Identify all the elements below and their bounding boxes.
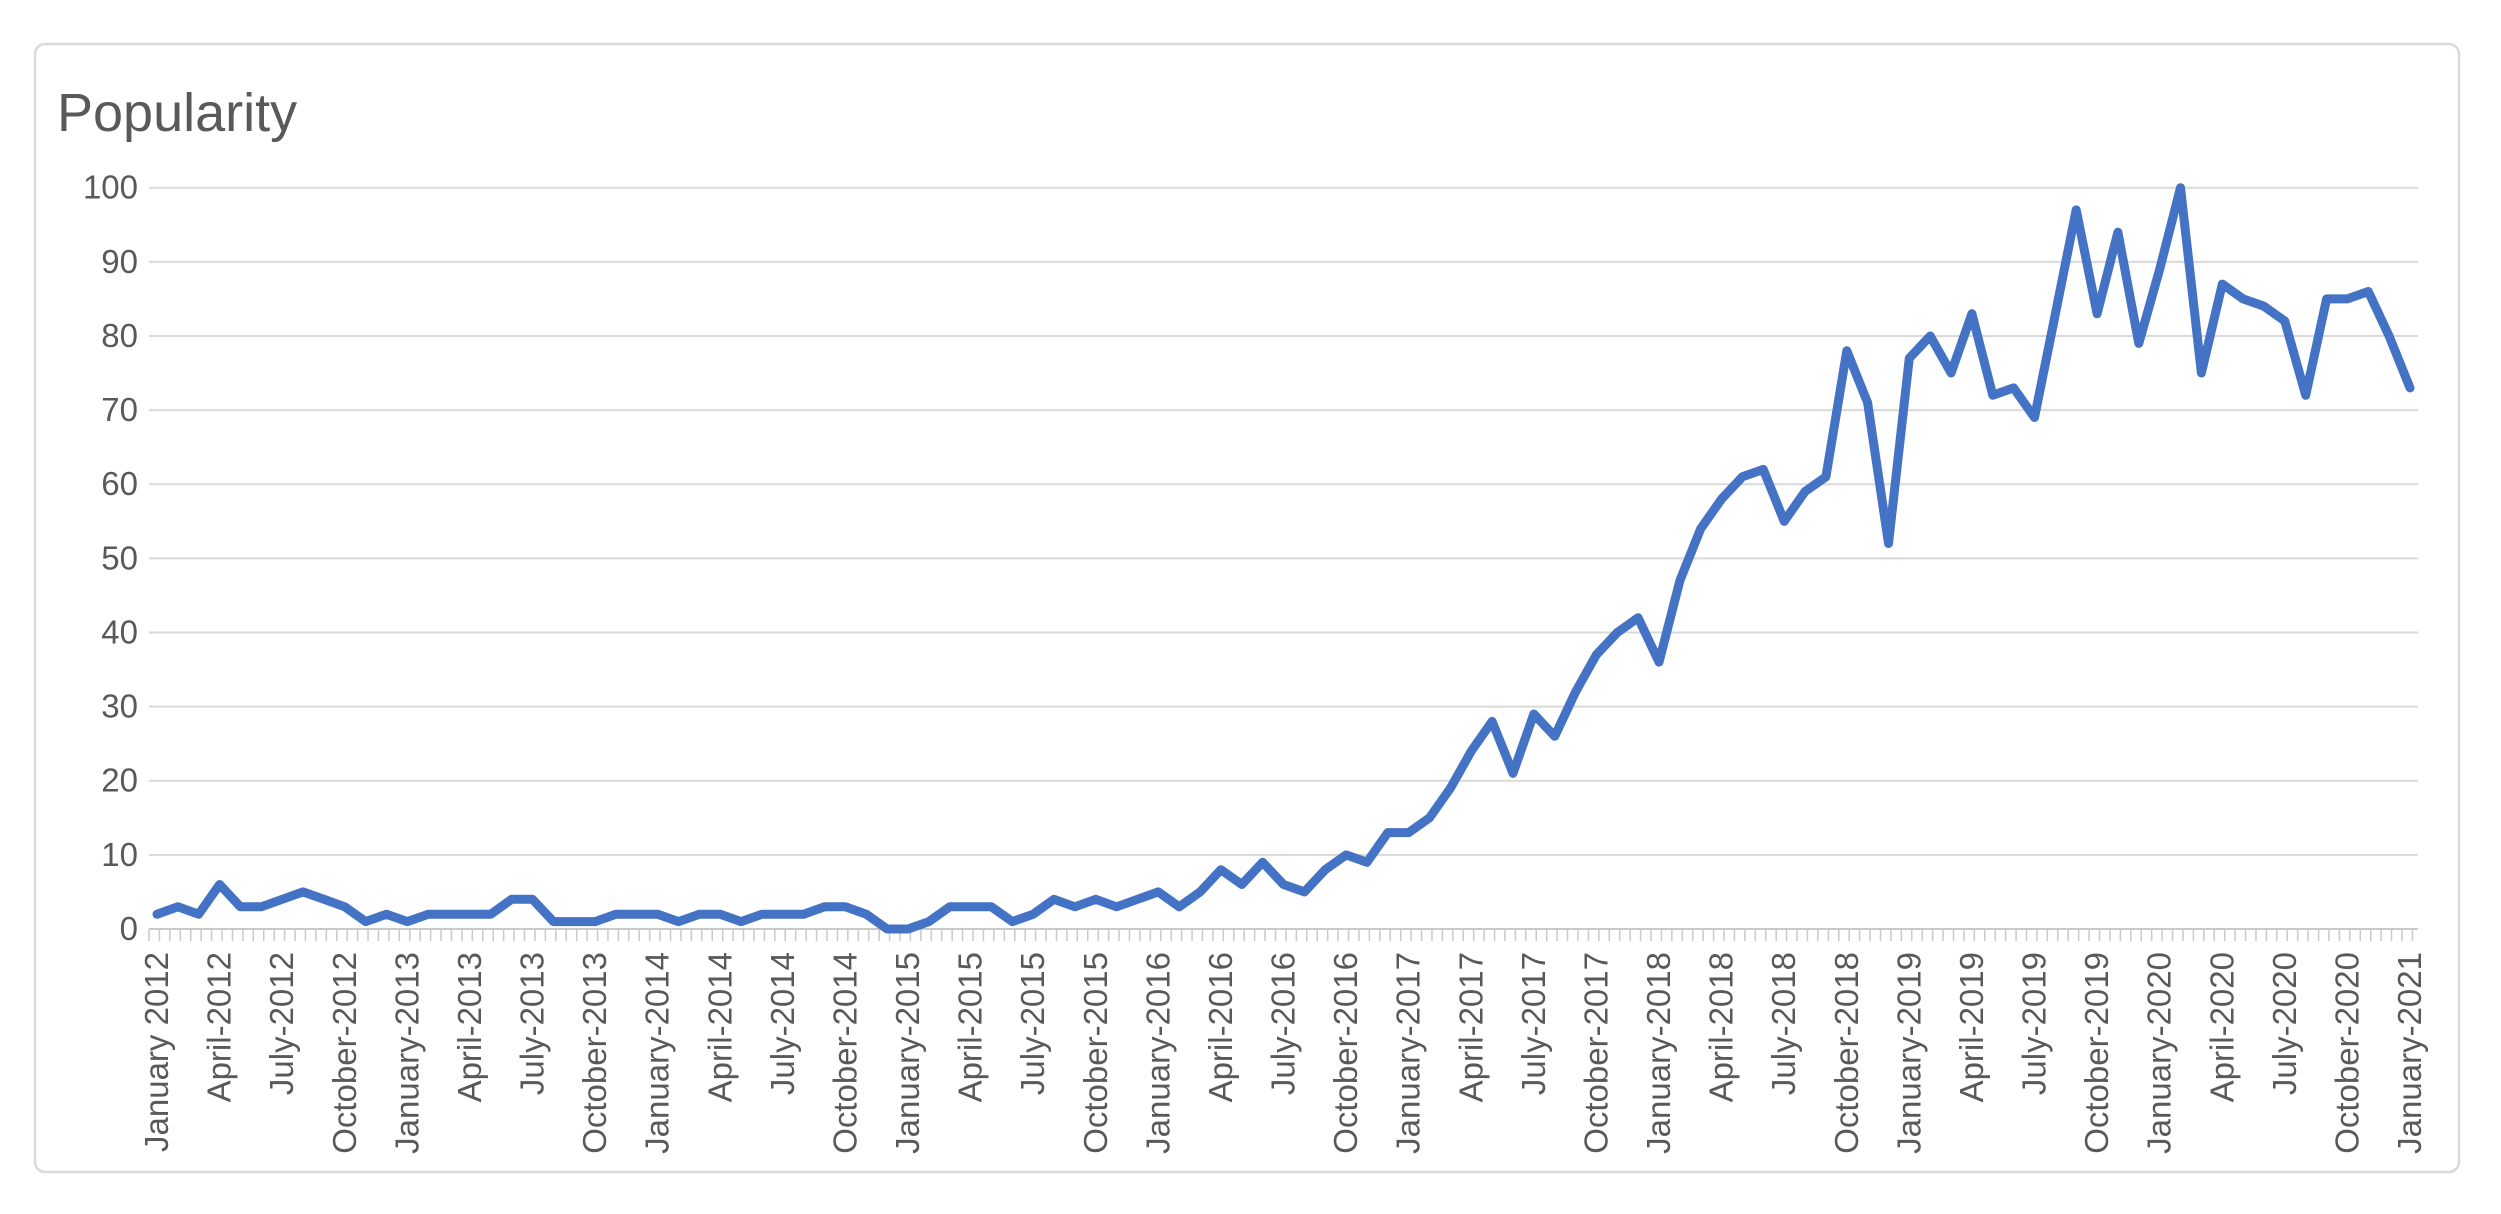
- x-tick-label-17: April-2016: [1202, 952, 1239, 1102]
- x-tick-label-33: April-2020: [2203, 952, 2240, 1102]
- x-tick-label-13: April-2015: [952, 952, 989, 1102]
- series-group: [152, 183, 2415, 934]
- y-tick-label-60: 60: [101, 465, 138, 502]
- x-tick-label-21: April-2017: [1452, 952, 1489, 1102]
- x-tick-label-2: July-2012: [263, 952, 300, 1095]
- x-tick-label-9: April-2014: [701, 952, 738, 1102]
- x-tick-label-15: October-2015: [1077, 952, 1114, 1154]
- x-tick-label-22: July-2017: [1515, 952, 1552, 1095]
- x-tick-label-34: July-2020: [2266, 952, 2303, 1095]
- y-tick-label-80: 80: [101, 317, 138, 354]
- x-tick-label-5: April-2013: [451, 952, 488, 1102]
- y-tick-label-90: 90: [101, 243, 138, 280]
- series-line: [152, 183, 2415, 934]
- x-tick-label-11: October-2014: [826, 952, 863, 1154]
- x-tick-label-24: January-2018: [1640, 952, 1677, 1154]
- x-tick-label-32: January-2020: [2141, 952, 2178, 1154]
- x-tick-label-28: January-2019: [1890, 952, 1927, 1154]
- x-tick-label-23: October-2017: [1577, 952, 1614, 1154]
- chart-title: Popularity: [57, 83, 297, 143]
- x-tick-label-3: October-2012: [326, 952, 363, 1154]
- y-tick-label-50: 50: [101, 539, 138, 576]
- x-tick-label-1: April-2012: [201, 952, 238, 1102]
- y-tick-label-30: 30: [101, 688, 138, 725]
- x-tick-label-12: January-2015: [889, 952, 926, 1154]
- y-axis-labels: 0 10 20 30 40 50 60 70 80 90 100: [83, 169, 138, 947]
- y-tick-label-20: 20: [101, 762, 138, 799]
- x-tick-label-30: July-2019: [2016, 952, 2053, 1095]
- x-tick-label-4: January-2013: [388, 952, 425, 1154]
- x-tick-label-27: October-2018: [1828, 952, 1865, 1154]
- x-tick-label-14: July-2015: [1014, 952, 1051, 1095]
- x-tick-label-29: April-2019: [1953, 952, 1990, 1102]
- x-tick-label-20: January-2017: [1390, 952, 1427, 1154]
- x-tick-label-25: April-2018: [1703, 952, 1740, 1102]
- x-axis: [148, 928, 2418, 941]
- x-tick-label-10: July-2014: [764, 952, 801, 1095]
- x-tick-label-6: July-2013: [514, 952, 551, 1095]
- x-tick-label-36: January-2021: [2391, 952, 2428, 1154]
- y-tick-label-40: 40: [101, 613, 138, 650]
- chart-border: [33, 42, 2461, 1174]
- x-tick-label-0: January 2012: [138, 952, 175, 1152]
- y-tick-label-70: 70: [101, 391, 138, 428]
- x-tick-label-8: January-2014: [639, 952, 676, 1154]
- x-tick-label-18: July-2016: [1265, 952, 1302, 1095]
- x-tick-label-16: January-2016: [1139, 952, 1176, 1154]
- x-tick-label-19: October-2016: [1327, 952, 1364, 1154]
- y-tick-label-0: 0: [120, 910, 138, 947]
- x-tick-label-35: October-2020: [2328, 952, 2365, 1154]
- x-tick-label-7: October-2013: [576, 952, 613, 1154]
- y-tick-label-10: 10: [101, 836, 138, 873]
- x-tick-label-31: October-2019: [2078, 952, 2115, 1154]
- x-axis-labels: January 2012 April-2012 July-2012 October-2…: [138, 952, 2428, 1154]
- y-tick-label-100: 100: [83, 169, 138, 206]
- x-tick-label-26: July-2018: [1765, 952, 1802, 1095]
- gridlines: [149, 186, 2418, 856]
